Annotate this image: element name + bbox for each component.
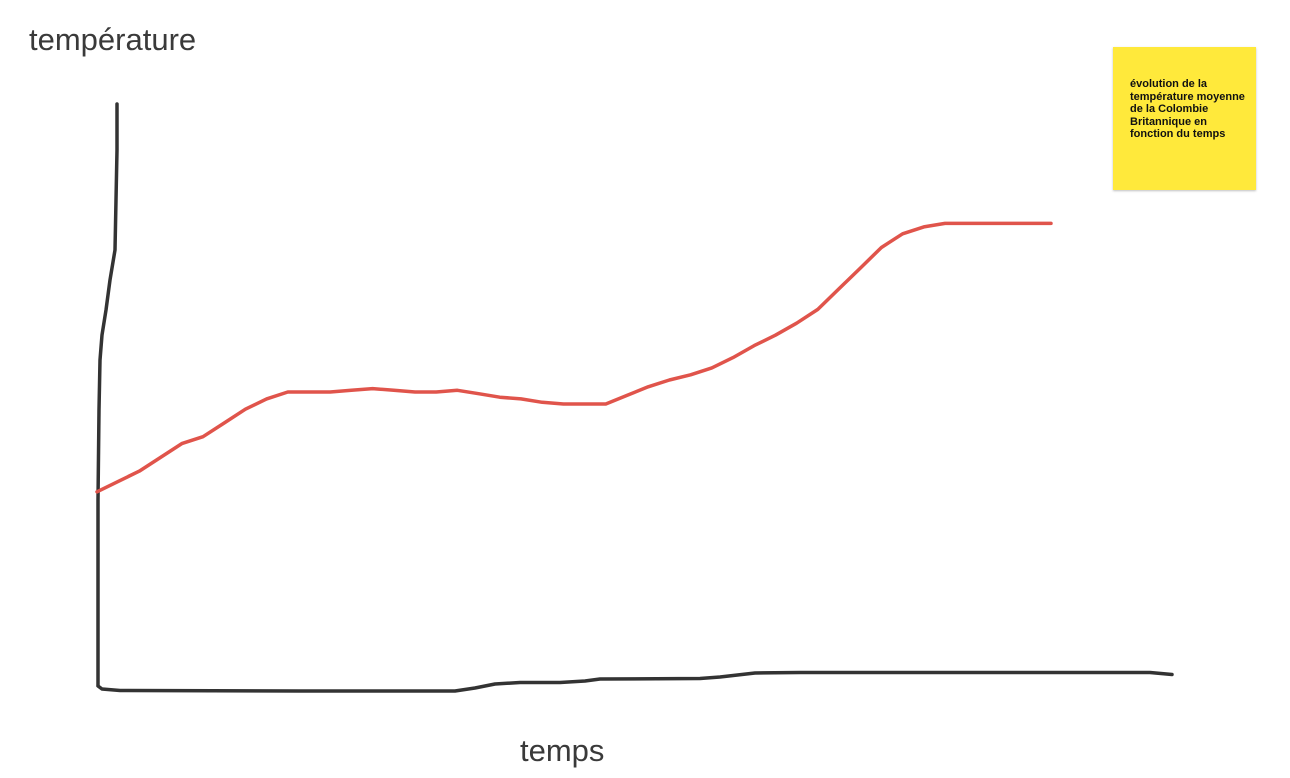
- series-line-0: [95, 221, 1053, 494]
- y-axis-label: température: [29, 22, 197, 57]
- series-layer: [95, 221, 1053, 494]
- x-axis-line: [96, 670, 1174, 693]
- sticky-note[interactable]: évolution de la température moyenne de l…: [1113, 47, 1256, 190]
- sticky-note-text: évolution de la température moyenne de l…: [1130, 78, 1245, 140]
- y-axis-line: [96, 102, 119, 687]
- x-axis-label: temps: [520, 733, 605, 768]
